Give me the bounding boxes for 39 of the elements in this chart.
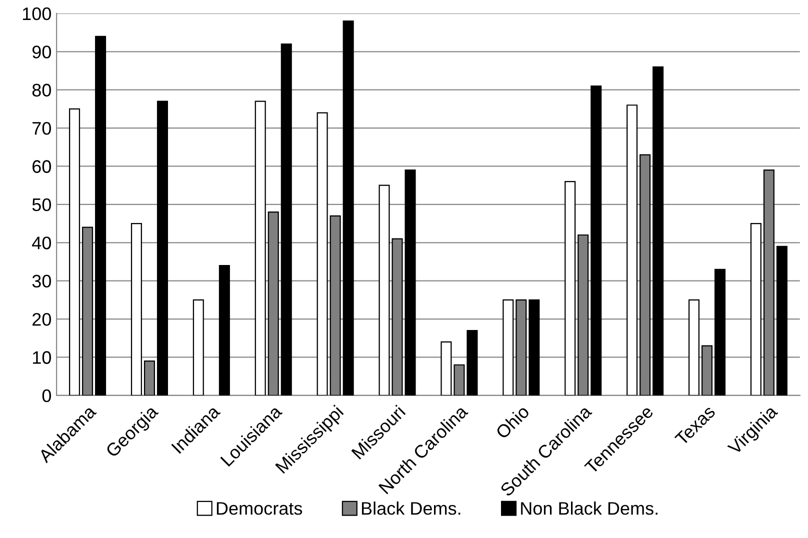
x-tick-label: Ohio	[494, 404, 530, 440]
y-tick-label: 40	[32, 236, 51, 250]
y-tick-label: 30	[32, 274, 51, 288]
bar	[714, 268, 726, 396]
bar	[316, 112, 328, 396]
bar	[688, 299, 700, 396]
bar	[466, 330, 478, 396]
bar	[130, 222, 142, 396]
bar	[564, 180, 576, 396]
legend-label: Non Black Dems.	[521, 502, 658, 515]
bar	[528, 299, 540, 396]
bar	[254, 100, 266, 396]
bar	[280, 43, 292, 396]
bar	[404, 170, 416, 396]
y-tick-label: 10	[32, 351, 51, 364]
y-tick-label: 70	[32, 122, 51, 135]
bar	[218, 265, 230, 396]
bar	[192, 299, 204, 396]
y-tick-label: 0	[42, 389, 51, 402]
y-tick-label: 20	[32, 312, 51, 326]
bar	[378, 184, 390, 396]
bar	[590, 85, 602, 396]
y-tick-label: 90	[32, 46, 51, 58]
bar	[342, 20, 354, 396]
legend-label: Black Dems.	[362, 502, 460, 515]
bar	[626, 104, 638, 396]
y-tick-label: 100	[22, 7, 51, 20]
bar	[95, 36, 106, 396]
y-tick-label: 80	[32, 84, 51, 97]
bar	[750, 222, 762, 396]
bar	[69, 108, 80, 396]
y-tick-label: 60	[32, 160, 51, 173]
bar	[776, 246, 788, 396]
bar	[156, 100, 168, 396]
bar	[440, 341, 452, 396]
bar	[652, 66, 664, 396]
y-tick-label: 50	[32, 198, 51, 212]
legend-label: Democrats	[216, 502, 302, 515]
bar	[502, 299, 514, 396]
